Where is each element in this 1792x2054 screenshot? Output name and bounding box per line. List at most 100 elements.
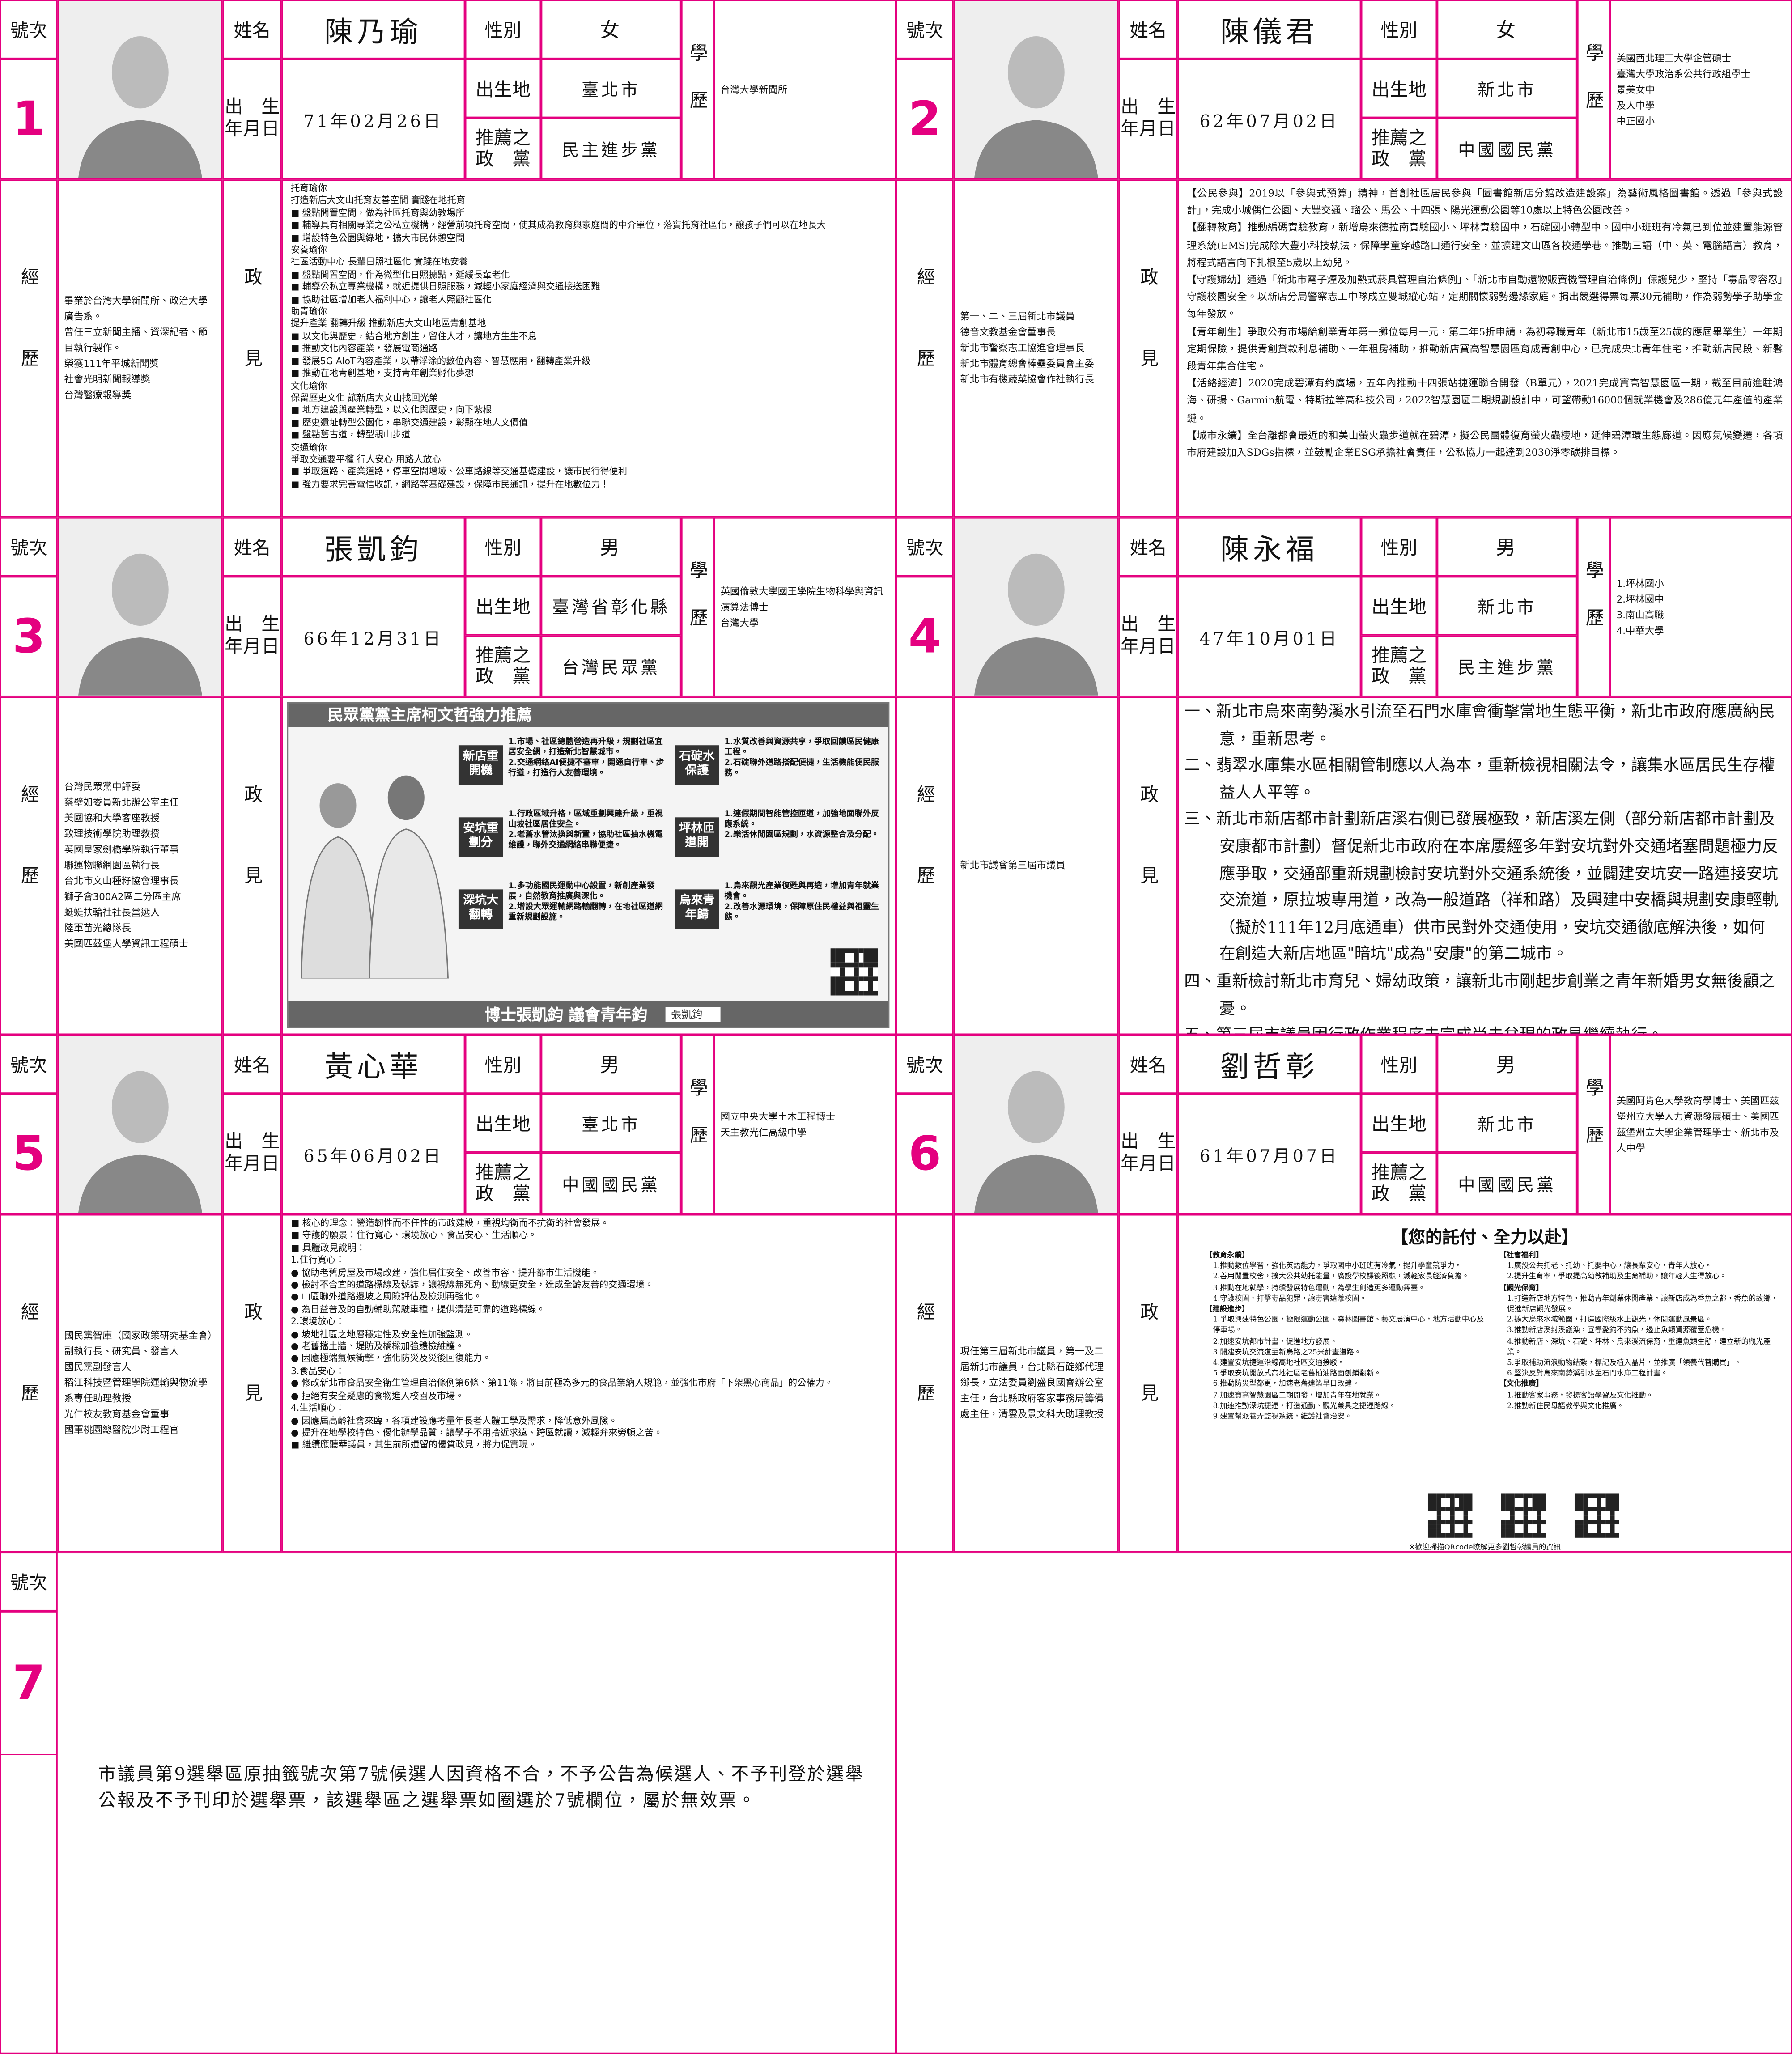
experience-line: 榮獲111年平城新聞獎 xyxy=(64,357,159,369)
name-label: 姓名 xyxy=(1118,1035,1178,1094)
group-item: 4.建置安坑捷運沿線高地社區交通接駁。 xyxy=(1213,1359,1345,1368)
candidate-birthplace: 新北市 xyxy=(1437,576,1577,636)
platform-line: ■ 協助社區增加老人福利中心，讓老人照顧社區化 xyxy=(291,294,492,305)
poster-section-text: 1.烏來觀光產業復甦與再造，增加青年就業機會。 2.改善水源環境，保障原住民權益與… xyxy=(724,882,881,924)
candidate-birthdate: 47年10月01日 xyxy=(1177,576,1361,697)
candidate-photo xyxy=(953,0,1119,180)
candidate-birthdate: 71年02月26日 xyxy=(281,59,465,180)
platform-columns: 【教育永續】 1.推動數位學習，強化英語能力，爭取國中小班班有冷氣，提升學童競爭力… xyxy=(1179,1248,1791,1423)
group-item: 6.堅決反對烏來南勢溪引水至石門水庫工程計畫。 xyxy=(1507,1370,1668,1379)
label-line: 年月日 xyxy=(225,1154,280,1175)
divider xyxy=(56,1755,58,2054)
experience-line: 陸軍苗光總隊長 xyxy=(64,922,132,934)
platform-line: ● 坡地社區之地層穩定性及安全性加強監測。 xyxy=(291,1329,473,1340)
candidate-party: 民主進步黨 xyxy=(541,118,681,180)
candidate-number: 6 xyxy=(896,1094,954,1214)
platform-line: ● 山區聯外道路邊坡之風險評估及檢測再強化。 xyxy=(291,1292,482,1303)
experience-label: 經歷 xyxy=(896,696,954,1035)
number-label: 號次 xyxy=(0,1552,58,1611)
platform-line: ■ 以文化與歷史，結合地方創生，留住人才，讓地方生生不息 xyxy=(291,331,537,342)
group-item: 4.推動新店、深坑、石碇、坪林、烏來溪流保育，重建魚類生態，建立新的觀光產業。 xyxy=(1507,1338,1771,1357)
experience-line: 國民黨副發言人 xyxy=(64,1361,132,1373)
experience-line: 光仁校友教育基金會董事 xyxy=(64,1408,170,1420)
platform-line: ■ 歷史遺址轉型公園化，串聯交通建設，彰顯在地人文價值 xyxy=(291,417,528,428)
education-line: 4.中華大學 xyxy=(1616,624,1664,636)
candidate-gender: 女 xyxy=(541,0,681,59)
platform-note: ※歡迎掃描QRcode瞭解更多劉哲彰議員的資訊 xyxy=(1409,1544,1561,1553)
birthplace-label: 出生地 xyxy=(1361,576,1437,636)
number-label: 號次 xyxy=(0,1035,58,1094)
qr-code xyxy=(1574,1493,1619,1538)
label-line: 年月日 xyxy=(1121,119,1176,140)
birthplace-label: 出生地 xyxy=(1361,1094,1437,1153)
platform-paragraph: 【公民參與】2019以「參與式預算」精神，首創社區居民參與「圖書館新店分館改造建… xyxy=(1187,187,1783,216)
candidate-party: 中國國民黨 xyxy=(541,1152,681,1214)
candidate-photo xyxy=(57,517,223,697)
photo-image xyxy=(955,1036,1117,1213)
platform-line: ■ 守護的願景：住行寬心、環境放心、食品安心、生活順心。 xyxy=(291,1230,537,1241)
birthdate-label: 出 生年月日 xyxy=(222,576,282,697)
poster-item: 2.增設大眾運輸網路輸翻轉，在地社區道網重新規劃設施。 xyxy=(508,902,663,922)
education-line: 及人中學 xyxy=(1616,99,1655,111)
label-line: 政 黨 xyxy=(1371,1183,1427,1205)
group-item: 2.善用閒置校舍，擴大公共幼托能量，廣設學校課後照顧，減輕家長經濟負擔。 xyxy=(1213,1273,1469,1282)
label-line: 年月日 xyxy=(225,119,280,140)
education-label: 學歷 xyxy=(1577,0,1610,180)
platform-label: 政見 xyxy=(222,696,282,1035)
photo-image xyxy=(59,518,221,696)
education-line: 3.南山高職 xyxy=(1616,608,1664,620)
candidate-birthdate: 62年07月02日 xyxy=(1177,59,1361,180)
photo-image xyxy=(59,1,221,178)
poster-item: 1.烏來觀光產業復甦與再造，增加青年就業機會。 xyxy=(724,881,879,901)
group-heading: 【社會福利】 xyxy=(1499,1252,1543,1260)
platform-paragraph: 【活絡經濟】2020完成碧潭有約廣場，五年內推動十四張站捷運聯合開發（B單元），… xyxy=(1187,378,1783,424)
label-line: 出 生 xyxy=(1121,614,1176,636)
candidate-birthplace: 臺灣省彰化縣 xyxy=(541,576,681,636)
label-line: 政 黨 xyxy=(475,666,531,687)
candidate-birthplace: 新北市 xyxy=(1437,1094,1577,1153)
candidate-birthdate: 61年07月07日 xyxy=(1177,1094,1361,1214)
candidate-platform: 【公民參與】2019以「參與式預算」精神，首創社區居民參與「圖書館新店分館改造建… xyxy=(1177,179,1792,518)
label-line: 出 生 xyxy=(225,97,280,118)
experience-line: 美國匹茲堡大學資訊工程碩士 xyxy=(64,938,189,950)
group-item: 7.加速寶高智慧園區二期開發，增加青年在地就業。 xyxy=(1213,1392,1381,1400)
vacancy-notice: 市議員第9選舉區原抽籤號次第7號候選人因資格不合，不予公告為候選人、不予刊登於選… xyxy=(98,1764,864,1812)
name-label: 姓名 xyxy=(222,1035,282,1094)
experience-line: 曾任三立新聞主播、資深記者、節目執行製作。 xyxy=(64,326,208,354)
candidate-party: 中國國民黨 xyxy=(1437,1152,1577,1214)
platform-line: 安養瑜你 xyxy=(291,245,327,256)
candidate-number: 3 xyxy=(0,576,58,697)
name-label: 姓名 xyxy=(1118,517,1178,577)
candidate-number: 5 xyxy=(0,1094,58,1214)
experience-line: 國軍桃園總醫院少尉工程官 xyxy=(64,1424,179,1436)
candidate-gender: 男 xyxy=(541,517,681,577)
birthplace-label: 出生地 xyxy=(465,1094,541,1153)
birthdate-label: 出 生年月日 xyxy=(222,1094,282,1214)
label-line: 推薦之 xyxy=(475,127,531,149)
experience-line: 台灣民眾黨中評委 xyxy=(64,781,141,793)
platform-line: ● 為日益普及的自動輔助駕駛車種，提供清楚可靠的道路標線。 xyxy=(291,1304,545,1315)
experience-label: 經歷 xyxy=(0,696,58,1035)
group-item: 6.推動防災型都更，加速老舊建築早日改建。 xyxy=(1213,1381,1359,1389)
education-label: 學歷 xyxy=(1577,517,1610,697)
candidate-name: 陳乃瑜 xyxy=(281,0,465,59)
candidate-platform: 【您的託付、全力以赴】 【教育永續】 1.推動數位學習，強化英語能力，爭取國中小班班… xyxy=(1177,1214,1792,1553)
group-item: 8.加速推動深坑捷運，打造通勤、觀光兼具之捷運路線。 xyxy=(1213,1402,1396,1411)
number-label: 號次 xyxy=(0,517,58,577)
platform-paragraph: 【城市永續】全台離都會最近的和美山螢火蟲步道就在碧潭，擬公民團體復育螢火蟲棲地，… xyxy=(1187,429,1783,459)
poster-item: 2.改善水源環境，保障原住民權益與祖靈生態。 xyxy=(724,902,879,922)
label-line: 推薦之 xyxy=(475,645,531,666)
platform-label: 政見 xyxy=(1118,696,1178,1035)
candidate-education: 美國阿肯色大學教育學博士、美國匹茲堡州立大學人力資源發展碩士、美國匹茲堡州立大學… xyxy=(1609,1035,1792,1214)
candidate-party: 台灣民眾黨 xyxy=(541,635,681,697)
experience-line: 現任第三屆新北市議員，第一及二屆新北市議員，台北縣石碇鄉代理鄉長，立法委員劉盛良… xyxy=(960,1345,1104,1420)
platform-column: 【教育永續】 1.推動數位學習，強化英語能力，爭取國中小班班有冷氣，提升學童競爭力… xyxy=(1205,1251,1486,1423)
experience-line: 第一、二、三屆新北市議員 xyxy=(960,310,1075,323)
group-item: 1.推動數位學習，強化英語能力，爭取國中小班班有冷氣，提升學童競爭力。 xyxy=(1213,1263,1462,1271)
label-line: 出 生 xyxy=(1121,1132,1176,1153)
education-line: 2.坪林國中 xyxy=(1616,593,1664,605)
platform-line: ■ 推動在地青創基地，支持青年創業孵化夢想 xyxy=(291,368,474,379)
label-line: 年月日 xyxy=(225,637,280,658)
candidate-name: 張凱鈞 xyxy=(281,517,465,577)
